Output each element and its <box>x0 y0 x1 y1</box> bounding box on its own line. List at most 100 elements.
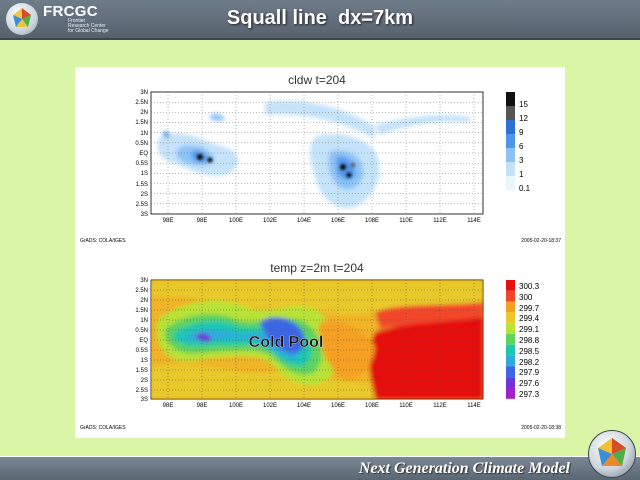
bottom-plot-title: temp z=2m t=204 <box>270 261 364 275</box>
y-tick-label: 2.5N <box>135 288 148 294</box>
x-tick-label: 102E <box>263 403 277 409</box>
x-tick-label: 98E <box>163 218 174 224</box>
x-tick-label: 108E <box>365 403 379 409</box>
y-tick-label: 1.5S <box>136 182 148 188</box>
legend-label: 300 <box>519 293 533 302</box>
y-tick-label: 3N <box>140 278 148 284</box>
x-tick-label: 98E <box>197 218 208 224</box>
y-tick-label: 3S <box>141 212 148 218</box>
y-tick-label: 2.5N <box>135 100 148 106</box>
y-tick-label: 1N <box>140 318 148 324</box>
legend-swatch <box>506 134 515 148</box>
footer-slogan: Next Generation Climate Model <box>358 460 570 477</box>
y-tick-label: EQ <box>139 151 148 157</box>
legend-swatch <box>506 92 515 106</box>
top-plot-credit: GrADS: COLA/IGES <box>80 238 126 244</box>
y-tick-label: 2.5S <box>136 202 148 208</box>
y-tick-label: 0.5S <box>136 161 148 167</box>
legend-label: 297.6 <box>519 379 540 388</box>
footer-divider <box>0 456 640 457</box>
legend-label: 15 <box>519 100 528 109</box>
y-tick-label: 1S <box>141 171 148 177</box>
legend-swatch <box>506 334 515 345</box>
bottom-plot-field <box>151 280 483 399</box>
y-tick-label: 0.5S <box>136 348 148 354</box>
legend-label: 299.7 <box>519 304 540 313</box>
legend-swatch <box>506 280 515 291</box>
bottom-plot-credit: GrADS: COLA/IGES <box>80 425 126 431</box>
legend-label: 297.3 <box>519 390 540 399</box>
y-tick-label: 3N <box>140 90 148 96</box>
legend-label: 298.5 <box>519 347 540 356</box>
top-plot-title: cldw t=204 <box>288 73 346 87</box>
x-tick-label: 112E <box>433 403 447 409</box>
x-tick-label: 104E <box>297 403 311 409</box>
y-tick-label: 1N <box>140 131 148 137</box>
legend-label: 3 <box>519 156 524 165</box>
y-tick-label: 1S <box>141 358 148 364</box>
bottom-plot-grid <box>151 280 483 399</box>
y-tick-label: EQ <box>139 338 148 344</box>
top-plot-field <box>157 100 470 209</box>
legend-swatch <box>506 162 515 176</box>
y-tick-label: 2S <box>141 378 148 384</box>
legend-swatch <box>506 120 515 134</box>
legend-label: 6 <box>519 142 524 151</box>
y-tick-label: 1.5S <box>136 368 148 374</box>
logo-subtitle-line: Frontier <box>68 18 86 24</box>
logo-subtitle: Frontier Research Center for Global Chan… <box>68 19 118 34</box>
header-bar: FRCGC Frontier Research Center for Globa… <box>0 0 640 40</box>
figure-panel: cldw t=204 <box>75 67 565 438</box>
top-plot-y-axis: 3N 2.5N 2N 1.5N 1N 0.5N EQ 0.5S 1S 1.5S … <box>135 90 148 218</box>
top-plot-x-axis: 98E 98E 100E 102E 104E 106E 108E 110E 11… <box>163 218 481 224</box>
x-tick-label: 106E <box>331 218 345 224</box>
legend-swatch <box>506 312 515 324</box>
y-tick-label: 1.5N <box>135 120 148 126</box>
legend-label: 299.1 <box>519 325 540 334</box>
x-tick-label: 114E <box>467 218 481 224</box>
legend-label: 297.9 <box>519 368 540 377</box>
figure-svg: cldw t=204 <box>80 73 561 431</box>
y-tick-label: 0.5N <box>135 141 148 147</box>
globe-icon <box>588 430 636 478</box>
globe-logo-icon <box>6 3 38 35</box>
x-tick-label: 104E <box>297 218 311 224</box>
legend-label: 12 <box>519 114 528 123</box>
top-plot-grid <box>151 92 483 214</box>
legend-label: 299.4 <box>519 314 540 323</box>
x-tick-label: 106E <box>331 403 345 409</box>
legend-label: 298.2 <box>519 358 540 367</box>
frcgc-logo: FRCGC Frontier Research Center for Globa… <box>6 2 109 36</box>
y-tick-label: 2N <box>140 110 148 116</box>
legend-swatch <box>506 148 515 162</box>
x-tick-label: 98E <box>163 403 174 409</box>
legend-label: 9 <box>519 128 524 137</box>
logo-title: FRCGC <box>43 3 98 20</box>
logo-subtitle-line: Research Center <box>68 23 106 29</box>
top-plot-legend: 15 12 9 6 3 1 0.1 <box>506 92 531 193</box>
y-tick-label: 2.5S <box>136 388 148 394</box>
bottom-plot-x-axis: 98E 98E 100E 102E 104E 106E 108E 110E 11… <box>163 403 481 409</box>
legend-swatch <box>506 290 515 302</box>
bottom-plot-legend: 300.3 300 299.7 299.4 299.1 298.8 298.5 … <box>506 280 540 399</box>
logo-subtitle-line: for Global Change <box>68 28 109 34</box>
cold-pool-annotation: Cold Pool <box>249 334 324 351</box>
legend-swatch <box>506 176 515 190</box>
y-tick-label: 0.5N <box>135 328 148 334</box>
legend-label: 298.8 <box>519 336 540 345</box>
legend-swatch <box>506 106 515 120</box>
y-tick-label: 1.5N <box>135 308 148 314</box>
legend-swatch <box>506 355 515 367</box>
x-tick-label: 112E <box>433 218 447 224</box>
x-tick-label: 108E <box>365 218 379 224</box>
x-tick-label: 102E <box>263 218 277 224</box>
x-tick-label: 100E <box>229 403 243 409</box>
legend-swatch <box>506 301 515 313</box>
legend-swatch <box>506 344 515 356</box>
legend-swatch <box>506 366 515 378</box>
top-plot-timestamp: 2005-02-20-18:37 <box>521 238 561 244</box>
legend-label: 300.3 <box>519 282 540 291</box>
x-tick-label: 98E <box>197 403 208 409</box>
bottom-plot-y-axis: 3N 2.5N 2N 1.5N 1N 0.5N EQ 0.5S 1S 1.5S … <box>135 278 148 403</box>
footer-bar <box>0 457 640 480</box>
